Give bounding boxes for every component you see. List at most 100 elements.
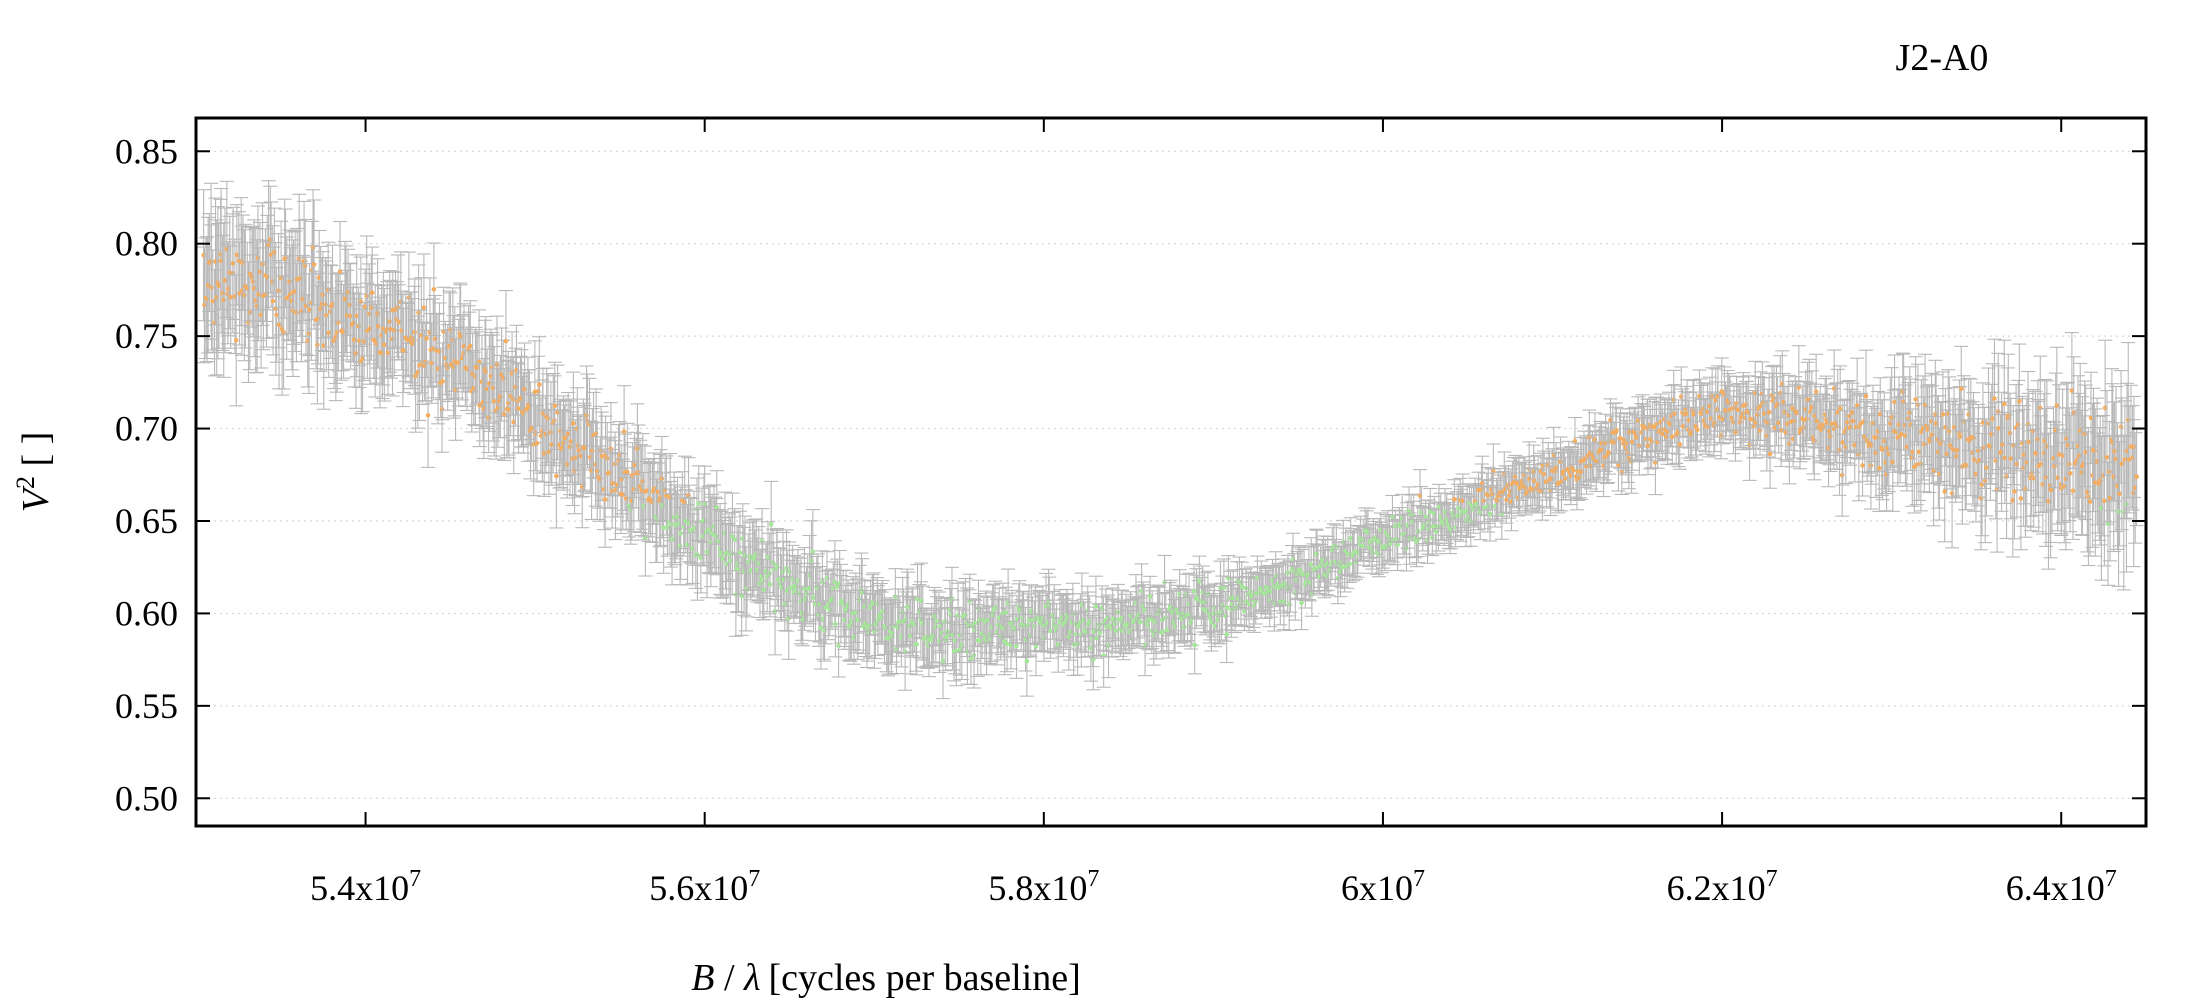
point-marker (593, 431, 599, 436)
data-point (307, 199, 322, 330)
point-marker (555, 410, 560, 415)
data-point (301, 273, 316, 395)
point-marker (431, 287, 437, 292)
point-marker (534, 440, 540, 446)
point-marker (266, 243, 271, 248)
point-marker (382, 342, 387, 348)
grid-lines (196, 150, 2146, 799)
point-marker (1160, 630, 1166, 635)
point-marker (856, 617, 862, 623)
data-point (284, 231, 299, 371)
point-marker (1204, 608, 1210, 613)
point-marker (643, 535, 648, 540)
point-marker (476, 359, 482, 365)
point-marker (356, 324, 361, 329)
data-point (319, 260, 334, 371)
point-marker (602, 497, 608, 502)
point-marker (537, 382, 542, 387)
point-marker (1208, 616, 1213, 621)
point-marker (552, 403, 558, 409)
data-point (530, 404, 545, 482)
point-marker (832, 580, 838, 585)
point-marker (711, 524, 717, 529)
point-marker (1003, 610, 1009, 615)
point-marker (571, 421, 576, 426)
point-marker (767, 582, 773, 587)
point-marker (945, 633, 950, 639)
point-marker (532, 389, 538, 395)
point-marker (486, 415, 491, 420)
point-marker (491, 398, 497, 404)
data-point (408, 319, 423, 433)
point-marker (1285, 570, 1291, 576)
data-point (422, 277, 437, 388)
point-marker (768, 522, 774, 527)
point-marker (396, 319, 402, 325)
point-marker (369, 305, 374, 310)
point-marker (1141, 608, 1147, 613)
point-marker (216, 283, 222, 289)
data-point (562, 398, 577, 496)
point-marker (568, 439, 574, 444)
point-marker (250, 279, 256, 284)
point-marker (502, 412, 507, 417)
point-marker (1171, 619, 1177, 624)
point-marker (776, 577, 781, 582)
point-marker (516, 406, 521, 411)
point-marker (677, 543, 683, 549)
point-marker (1292, 568, 1297, 574)
point-marker (1191, 588, 1197, 594)
data-point (354, 308, 369, 415)
point-marker (754, 552, 759, 557)
data-point (436, 286, 451, 377)
point-marker (294, 310, 299, 315)
point-marker (388, 326, 394, 332)
data-point (263, 185, 278, 294)
point-marker (505, 400, 511, 406)
point-marker (1236, 596, 1241, 601)
point-marker (659, 476, 665, 481)
point-marker (1397, 524, 1403, 529)
point-marker (1202, 600, 1207, 605)
data-point (470, 331, 485, 404)
point-marker (1004, 641, 1010, 647)
data-point (426, 242, 441, 337)
point-marker (513, 384, 518, 390)
data-point (269, 267, 284, 363)
data-point (201, 216, 216, 354)
point-marker (222, 278, 228, 283)
data-point (476, 358, 491, 460)
point-marker (424, 336, 429, 341)
point-marker (425, 412, 431, 418)
point-marker (477, 403, 483, 408)
point-marker (1308, 562, 1314, 567)
point-marker (567, 444, 573, 450)
point-marker (351, 320, 356, 326)
point-marker (778, 581, 783, 587)
data-point (435, 342, 450, 421)
point-marker (421, 305, 427, 310)
point-marker (759, 538, 765, 544)
point-marker (412, 329, 418, 335)
point-marker (201, 252, 206, 258)
point-marker (742, 552, 748, 558)
point-marker (511, 419, 517, 425)
point-marker (210, 298, 216, 304)
point-marker (276, 322, 282, 328)
point-marker (548, 430, 554, 435)
point-marker (439, 406, 445, 412)
data-point (549, 423, 564, 529)
data-series-v2 (196, 180, 2144, 700)
point-marker (833, 621, 838, 627)
point-marker (268, 237, 273, 242)
point-marker (1001, 626, 1007, 631)
point-marker (440, 379, 445, 384)
point-marker (1137, 619, 1143, 625)
data-point (209, 219, 224, 376)
point-marker (604, 455, 610, 461)
data-point (310, 285, 325, 405)
point-marker (1014, 644, 1019, 649)
point-marker (1224, 605, 1230, 610)
point-marker (607, 470, 613, 476)
point-marker (234, 252, 240, 258)
